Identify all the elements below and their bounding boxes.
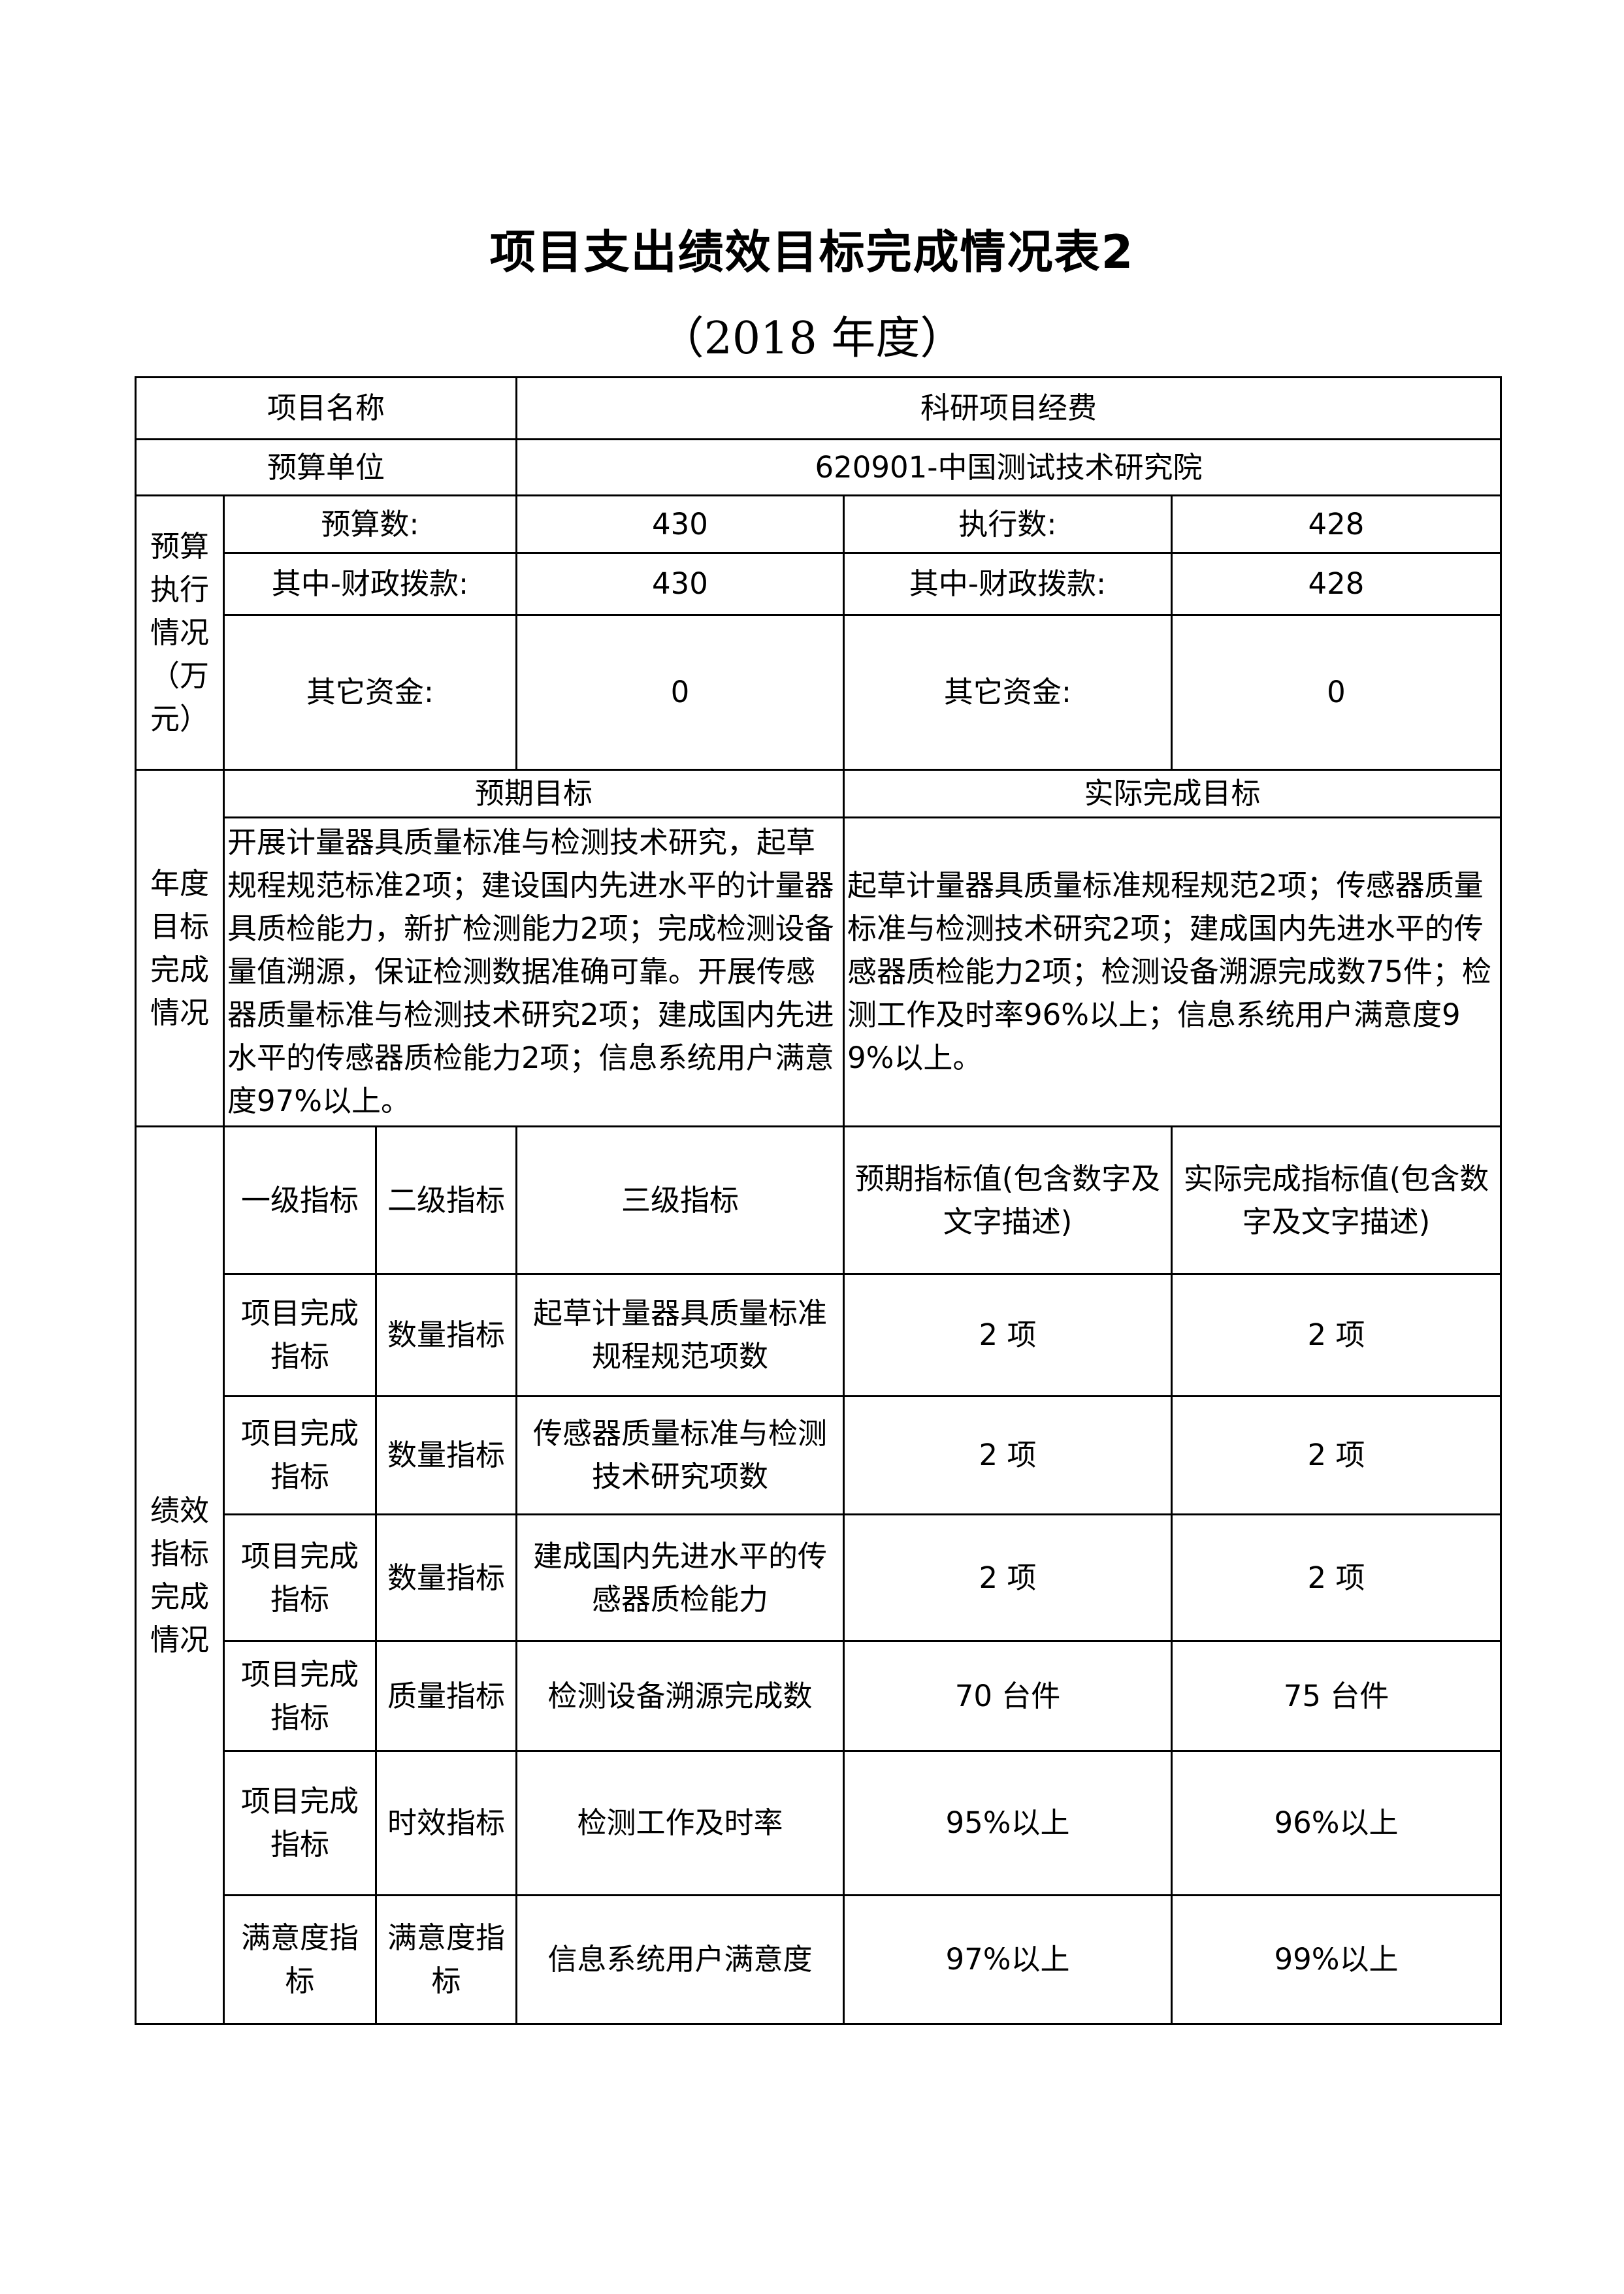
budget-section-label: 预算执行情况（万元）	[135, 494, 225, 771]
expected-value-cell: 2 项	[843, 1273, 1173, 1397]
level2-cell: 数量指标	[375, 1273, 517, 1397]
table-row: 年度目标完成情况 预期目标 实际完成目标	[135, 769, 1502, 1127]
header-actual: 实际完成指标值(包含数字及文字描述)	[1171, 1125, 1502, 1275]
table-row: 其它资金: 0 其它资金: 0	[136, 614, 1502, 771]
performance-table: 项目名称 科研项目经费 预算单位 620901-中国测试技术研究院 预算执行情况…	[135, 376, 1502, 2025]
level3-cell: 起草计量器具质量标准规程规范项数	[515, 1273, 845, 1397]
actual-goal-header: 实际完成目标	[843, 769, 1502, 818]
level3-cell: 建成国内先进水平的传感器质检能力	[515, 1513, 845, 1642]
level2-cell: 质量指标	[375, 1640, 517, 1752]
level3-cell: 检测设备溯源完成数	[515, 1640, 845, 1752]
expected-value-cell: 2 项	[843, 1395, 1173, 1515]
level2-cell: 数量指标	[375, 1395, 517, 1515]
other-label: 其它资金:	[223, 614, 517, 771]
annual-section-label: 年度目标完成情况	[135, 769, 225, 1127]
expected-value-cell: 97%以上	[843, 1894, 1173, 2025]
other-value: 0	[515, 614, 845, 771]
other-exec-value: 0	[1171, 614, 1502, 771]
level1-cell: 项目完成指标	[223, 1395, 377, 1515]
level2-cell: 时效指标	[375, 1750, 517, 1896]
actual-value-cell: 99%以上	[1171, 1894, 1502, 2025]
header-expected: 预期指标值(包含数字及文字描述)	[843, 1125, 1173, 1275]
level1-cell: 满意度指标	[223, 1894, 377, 2025]
fiscal-value: 430	[515, 552, 845, 616]
exec-label: 执行数:	[843, 494, 1173, 554]
indicator-section-label: 绩效指标完成情况	[135, 1125, 225, 2025]
level3-cell: 传感器质量标准与检测技术研究项数	[515, 1395, 845, 1515]
actual-value-cell: 2 项	[1171, 1273, 1502, 1397]
budget-value: 430	[515, 494, 845, 554]
other-exec-label: 其它资金:	[843, 614, 1173, 771]
table-row: 项目完成指标 数量指标 建成国内先进水平的传感器质检能力 2 项 2 项	[136, 1513, 1502, 1642]
level1-cell: 项目完成指标	[223, 1640, 377, 1752]
table-row: 项目完成指标 时效指标 检测工作及时率 95%以上 96%以上	[136, 1750, 1502, 1896]
level1-cell: 项目完成指标	[223, 1273, 377, 1397]
budget-label: 预算数:	[223, 494, 517, 554]
level3-cell: 检测工作及时率	[515, 1750, 845, 1896]
table-row: 项目完成指标 数量指标 传感器质量标准与检测技术研究项数 2 项 2 项	[136, 1395, 1502, 1515]
table-row: 预算单位 620901-中国测试技术研究院	[135, 438, 1502, 496]
project-name-value: 科研项目经费	[515, 376, 1502, 440]
fiscal-label: 其中-财政拨款:	[223, 552, 517, 616]
fiscal-exec-label: 其中-财政拨款:	[843, 552, 1173, 616]
fiscal-exec-value: 428	[1171, 552, 1502, 616]
actual-value-cell: 2 项	[1171, 1395, 1502, 1515]
actual-value-cell: 2 项	[1171, 1513, 1502, 1642]
table-row: 项目完成指标 质量指标 检测设备溯源完成数 70 台件 75 台件	[136, 1640, 1502, 1752]
expected-value-cell: 2 项	[843, 1513, 1173, 1642]
exec-value: 428	[1171, 494, 1502, 554]
actual-goal-text: 起草计量器具质量标准规程规范2项；传感器质量标准与检测技术研究2项；建成国内先进…	[843, 816, 1502, 1127]
expected-goal-header: 预期目标	[223, 769, 845, 818]
actual-value-cell: 96%以上	[1171, 1750, 1502, 1896]
page-title: 项目支出绩效目标完成情况表2	[489, 225, 1135, 279]
budget-unit-label: 预算单位	[135, 438, 517, 496]
table-row: 项目名称 科研项目经费	[135, 376, 1502, 440]
level2-cell: 数量指标	[375, 1513, 517, 1642]
header-level3: 三级指标	[515, 1125, 845, 1275]
expected-value-cell: 70 台件	[843, 1640, 1173, 1752]
expected-goal-text: 开展计量器具质量标准与检测技术研究，起草规程规范标准2项；建设国内先进水平的计量…	[223, 816, 845, 1127]
actual-value-cell: 75 台件	[1171, 1640, 1502, 1752]
header-level1: 一级指标	[223, 1125, 377, 1275]
project-name-label: 项目名称	[135, 376, 517, 440]
table-row: 其中-财政拨款: 430 其中-财政拨款: 428	[136, 552, 1502, 616]
indicator-header-row: 绩效指标完成情况 一级指标 二级指标 三级指标 预期指标值(包含数字及文字描述)…	[135, 1125, 1502, 2025]
table-row: 项目完成指标 数量指标 起草计量器具质量标准规程规范项数 2 项 2 项	[136, 1273, 1502, 1397]
level3-cell: 信息系统用户满意度	[515, 1894, 845, 2025]
page-subtitle: （2018 年度）	[659, 313, 965, 364]
level1-cell: 项目完成指标	[223, 1513, 377, 1642]
table-row: 满意度指标 满意度指标 信息系统用户满意度 97%以上 99%以上	[136, 1894, 1502, 2025]
budget-unit-value: 620901-中国测试技术研究院	[515, 438, 1502, 496]
table-row: 开展计量器具质量标准与检测技术研究，起草规程规范标准2项；建设国内先进水平的计量…	[136, 816, 1502, 1127]
level2-cell: 满意度指标	[375, 1894, 517, 2025]
header-level2: 二级指标	[375, 1125, 517, 1275]
level1-cell: 项目完成指标	[223, 1750, 377, 1896]
expected-value-cell: 95%以上	[843, 1750, 1173, 1896]
table-row: 预算执行情况（万元） 预算数: 430 执行数: 428	[135, 494, 1502, 771]
